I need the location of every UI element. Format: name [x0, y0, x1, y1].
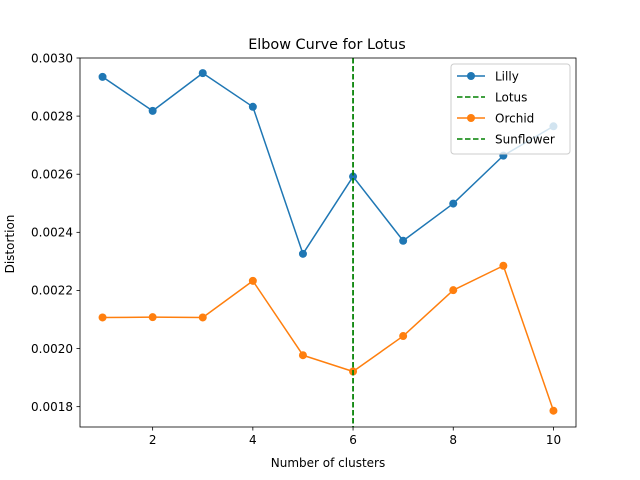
- x-axis-label: Number of clusters: [271, 456, 385, 470]
- data-point-orchid: [148, 313, 157, 322]
- data-point-lilly: [298, 249, 307, 258]
- data-point-lilly: [198, 69, 207, 78]
- legend-label-lilly: Lilly: [495, 69, 519, 83]
- series-line-lilly: [102, 72, 554, 255]
- x-axis: 2 4 6 8 10: [149, 427, 561, 447]
- plot-frame: [79, 57, 577, 428]
- legend: Lilly Lotus Orchid Sunflower: [450, 63, 571, 155]
- chart-title: Elbow Curve for Lotus: [248, 37, 406, 53]
- x-tick-label: 4: [249, 433, 257, 447]
- legend-label-lotus: Lotus: [495, 90, 527, 104]
- data-point-orchid: [248, 276, 257, 285]
- data-point-orchid: [399, 332, 408, 341]
- data-point-orchid: [549, 406, 558, 415]
- y-axis: 0.0018 0.0020 0.0022 0.0024 0.0026 0.0028 0.00…: [31, 51, 80, 414]
- y-tick-label: 0.0030: [31, 51, 73, 65]
- y-tick-label: 0.0022: [31, 284, 73, 298]
- data-point-orchid: [298, 351, 307, 360]
- plot-area: [79, 57, 577, 428]
- legend-marker-lilly: [467, 72, 475, 80]
- x-tick-label: 10: [546, 433, 561, 447]
- data-point-lilly: [248, 102, 257, 111]
- legend-label-orchid: Orchid: [495, 111, 534, 125]
- legend-marker-orchid: [467, 114, 475, 122]
- y-tick-label: 0.0020: [31, 342, 73, 356]
- x-tick-label: 2: [149, 433, 157, 447]
- legend-label-sunflower: Sunflower: [495, 132, 555, 146]
- data-point-orchid: [499, 261, 508, 270]
- y-tick-label: 0.0026: [31, 168, 73, 182]
- y-axis-label: Distortion: [3, 215, 17, 274]
- x-tick-label: 6: [349, 433, 357, 447]
- series-line-orchid: [102, 264, 555, 411]
- data-point-lilly: [349, 172, 358, 181]
- y-tick-label: 0.0028: [31, 109, 73, 123]
- data-point-orchid: [449, 286, 458, 295]
- data-point-orchid: [98, 313, 107, 322]
- data-point-lilly: [148, 106, 157, 115]
- data-point-lilly: [449, 199, 458, 208]
- y-tick-label: 0.0018: [31, 400, 73, 414]
- x-tick-label: 8: [449, 433, 457, 447]
- y-tick-label: 0.0024: [31, 226, 73, 240]
- data-point-lilly: [98, 72, 107, 81]
- legend-box: [450, 63, 571, 155]
- data-point-lilly: [399, 236, 408, 245]
- data-point-orchid: [198, 313, 207, 322]
